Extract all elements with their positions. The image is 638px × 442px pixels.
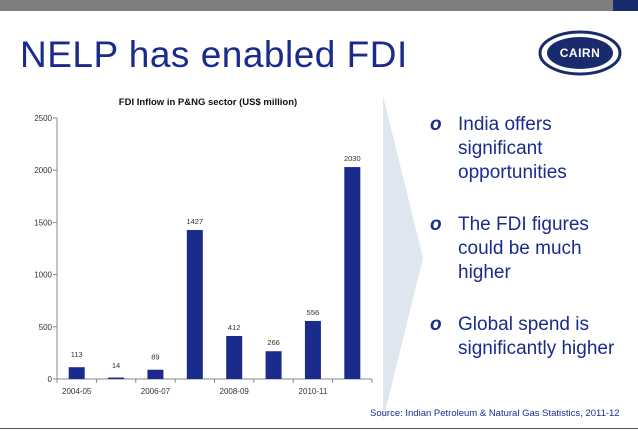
x-tick-label: 2008-09 — [220, 387, 250, 396]
bullet-text: The FDI figures could be much higher — [458, 214, 589, 283]
source-note: Source: Indian Petroleum & Natural Gas S… — [370, 408, 620, 419]
bars — [68, 167, 361, 379]
bar — [147, 369, 164, 379]
slide-title: NELP has enabled FDI — [20, 34, 408, 75]
bar — [304, 320, 321, 379]
data-labels: 113 14 89 1427 412 266 556 2030 — [71, 154, 361, 370]
x-tick-label: 2010-11 — [299, 387, 328, 396]
logo-fill — [547, 37, 613, 69]
bullet-text: India offers significant opportunities — [458, 114, 567, 183]
bottom-divider — [0, 428, 638, 429]
bullet-item: o The FDI figures could be much higher — [430, 213, 635, 285]
bullet-text: Global spend is significantly higher — [458, 314, 615, 359]
y-tick-label: 500 — [39, 323, 53, 332]
y-axis: 0 500 1000 1500 2000 2500 — [34, 114, 58, 384]
x-tick-label: 2006-07 — [141, 387, 171, 396]
y-tick-label: 2500 — [34, 114, 52, 123]
chart-title: FDI Inflow in P&NG sector (US$ million) — [119, 97, 297, 108]
bar — [265, 351, 282, 379]
bullet-marker-icon: o — [430, 314, 442, 335]
y-tick-label: 2000 — [34, 166, 52, 175]
logo-text: CAIRN — [560, 46, 601, 60]
data-label: 1427 — [186, 217, 203, 226]
bar — [186, 230, 203, 379]
top-bar — [0, 0, 638, 11]
y-tick-label: 1000 — [34, 271, 52, 280]
bullet-marker-icon: o — [430, 214, 442, 235]
bar — [344, 167, 361, 379]
bar — [226, 335, 243, 379]
bullet-marker-icon: o — [430, 114, 442, 135]
data-label: 556 — [307, 308, 320, 317]
y-tick-label: 0 — [48, 375, 53, 384]
bullet-list: o India offers significant opportunities… — [430, 113, 635, 389]
data-label: 113 — [71, 350, 83, 359]
bullet-item: o Global spend is significantly higher — [430, 313, 635, 361]
bar — [68, 367, 85, 379]
chevron-arrow — [383, 96, 423, 420]
data-label: 266 — [267, 338, 280, 347]
bullet-item: o India offers significant opportunities — [430, 113, 635, 185]
logo-ring — [538, 30, 622, 76]
data-label: 412 — [228, 323, 241, 332]
data-label: 89 — [151, 353, 159, 362]
fdi-bar-chart: FDI Inflow in P&NG sector (US$ million) … — [34, 97, 373, 396]
data-label: 2030 — [344, 154, 361, 163]
y-tick-label: 1500 — [34, 218, 52, 227]
bar — [108, 377, 125, 379]
data-label: 14 — [112, 361, 120, 370]
top-bar-accent — [613, 0, 638, 11]
x-axis: 2004-05 2006-07 2008-09 2010-11 — [56, 378, 373, 396]
cairn-logo: CAIRN — [538, 30, 622, 76]
x-tick-label: 2004-05 — [62, 387, 92, 396]
